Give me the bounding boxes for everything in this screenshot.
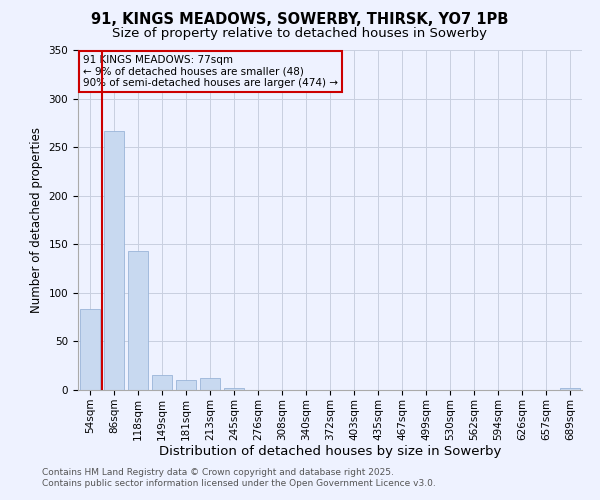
Text: Size of property relative to detached houses in Sowerby: Size of property relative to detached ho… — [113, 28, 487, 40]
Y-axis label: Number of detached properties: Number of detached properties — [30, 127, 43, 313]
Bar — [152, 376, 172, 390]
X-axis label: Distribution of detached houses by size in Sowerby: Distribution of detached houses by size … — [159, 446, 501, 458]
Bar — [200, 378, 220, 390]
Text: 91 KINGS MEADOWS: 77sqm
← 9% of detached houses are smaller (48)
90% of semi-det: 91 KINGS MEADOWS: 77sqm ← 9% of detached… — [83, 55, 338, 88]
Bar — [176, 380, 196, 390]
Bar — [80, 310, 100, 390]
Text: Contains HM Land Registry data © Crown copyright and database right 2025.
Contai: Contains HM Land Registry data © Crown c… — [42, 468, 436, 487]
Bar — [128, 251, 148, 390]
Bar — [104, 130, 124, 390]
Bar — [560, 388, 580, 390]
Text: 91, KINGS MEADOWS, SOWERBY, THIRSK, YO7 1PB: 91, KINGS MEADOWS, SOWERBY, THIRSK, YO7 … — [91, 12, 509, 28]
Bar — [224, 388, 244, 390]
